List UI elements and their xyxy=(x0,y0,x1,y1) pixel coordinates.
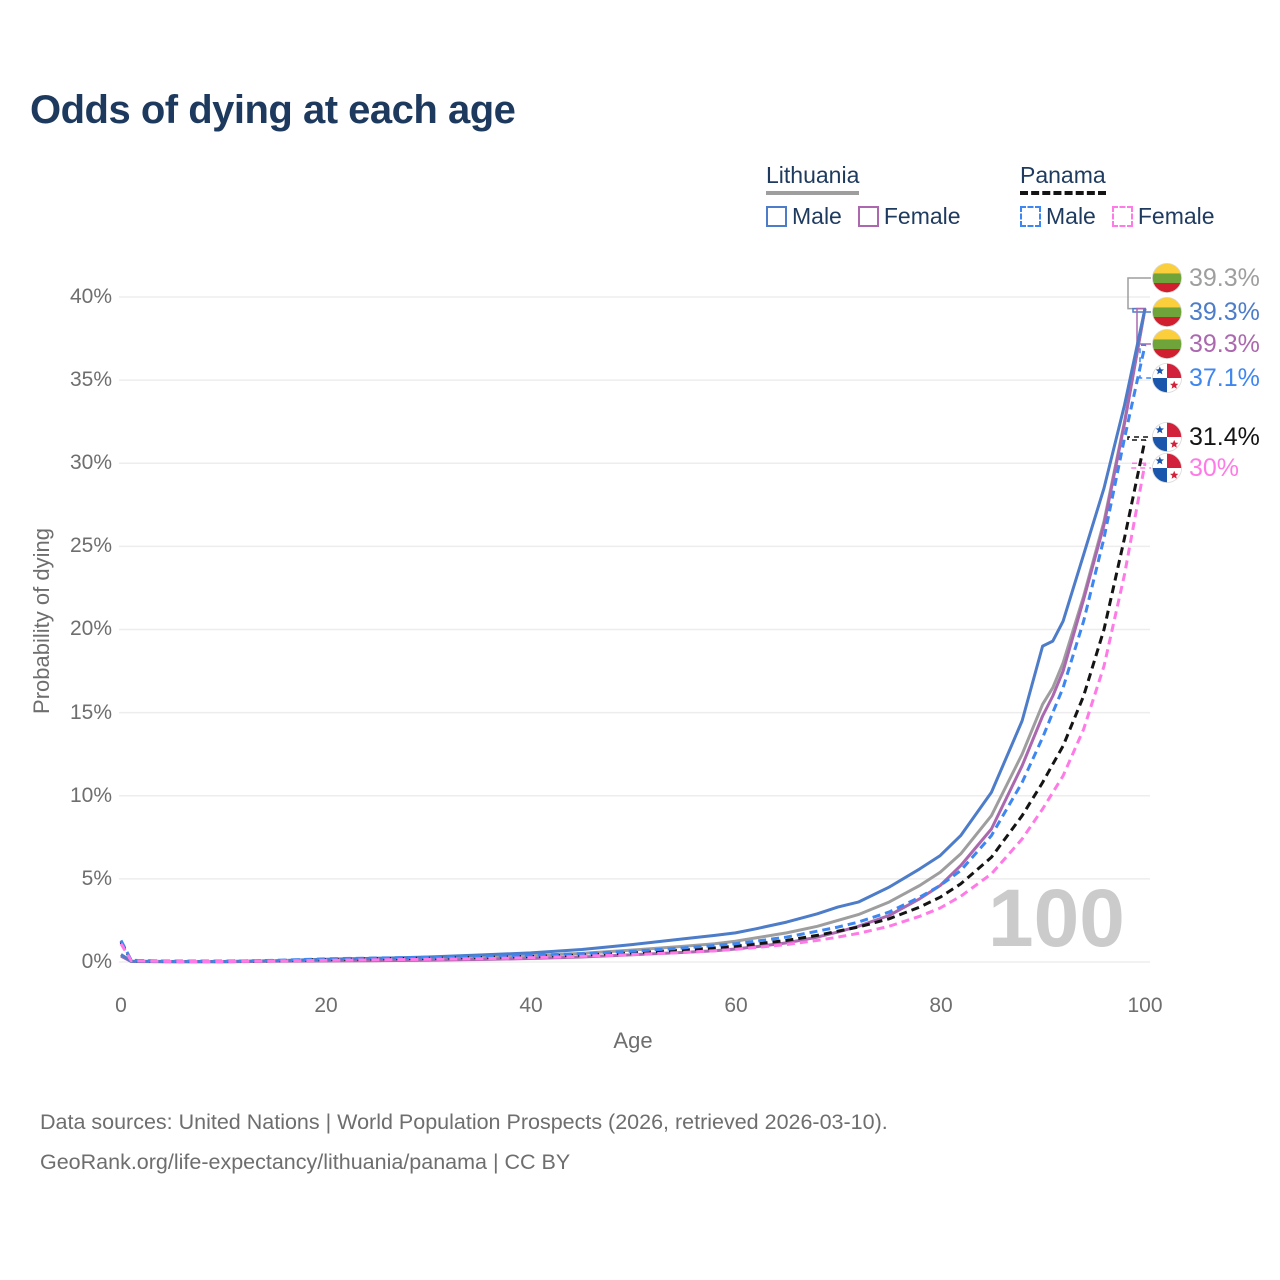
legend-item-panama-male[interactable]: Male xyxy=(1020,203,1096,230)
panama-flag-icon xyxy=(1151,452,1183,484)
lithuania-flag-icon xyxy=(1151,296,1183,328)
y-tick-20: 20% xyxy=(69,617,112,640)
panama-female-swatch xyxy=(1111,206,1133,227)
lithuania-flag-icon xyxy=(1151,262,1183,294)
lithuania-female-swatch xyxy=(857,206,879,227)
legend-item-panama-female[interactable]: Female xyxy=(1111,203,1215,230)
end-label-lithuania-total: 39.3% xyxy=(1151,262,1260,294)
panama-flag-icon xyxy=(1151,421,1183,453)
legend-group-lithuania: Lithuania Male Female xyxy=(766,162,961,230)
x-tick-40: 40 xyxy=(519,994,543,1017)
end-value: 39.3% xyxy=(1189,298,1260,326)
legend-country-panama[interactable]: Panama xyxy=(1020,162,1106,195)
legend-label: Female xyxy=(1137,203,1215,229)
end-label-panama-male: 37.1% xyxy=(1151,362,1260,394)
y-axis-title: Probability of dying xyxy=(29,528,54,714)
page-title: Odds of dying at each age xyxy=(30,88,516,132)
x-tick-0: 0 xyxy=(115,994,127,1017)
end-value: 37.1% xyxy=(1189,364,1260,392)
x-tick-100: 100 xyxy=(1127,994,1163,1017)
legend-label: Male xyxy=(1046,203,1096,229)
panama-male-swatch xyxy=(1020,206,1041,227)
legend-item-lithuania-male[interactable]: Male xyxy=(766,203,842,230)
y-tick-10: 10% xyxy=(69,784,112,807)
end-value: 31.4% xyxy=(1189,423,1260,451)
panama-flag-icon xyxy=(1151,362,1183,394)
y-tick-5: 5% xyxy=(81,867,112,890)
end-value: 30% xyxy=(1189,454,1240,482)
legend-label: Male xyxy=(792,203,842,229)
attribution-line: GeoRank.org/life-expectancy/lithuania/pa… xyxy=(40,1150,571,1174)
lithuania-male-swatch xyxy=(766,206,787,227)
y-tick-40: 40% xyxy=(69,285,112,308)
hover-age-watermark: 100 xyxy=(988,873,1125,964)
y-tick-15: 15% xyxy=(69,701,112,724)
legend-country-lithuania[interactable]: Lithuania xyxy=(766,162,860,195)
y-tick-25: 25% xyxy=(69,534,112,557)
end-value: 39.3% xyxy=(1189,330,1260,358)
legend-item-lithuania-female[interactable]: Female xyxy=(857,203,961,230)
x-tick-60: 60 xyxy=(724,994,748,1017)
end-value: 39.3% xyxy=(1189,264,1260,292)
legend-group-panama: Panama Male Female xyxy=(1020,162,1215,230)
end-label-panama-total: 31.4% xyxy=(1151,421,1260,453)
end-label-lithuania-female: 39.3% xyxy=(1151,328,1260,360)
end-label-panama-female: 30% xyxy=(1151,452,1240,484)
end-label-lithuania-male: 39.3% xyxy=(1151,296,1260,328)
x-tick-80: 80 xyxy=(929,994,953,1017)
y-tick-35: 35% xyxy=(69,368,112,391)
x-tick-20: 20 xyxy=(314,994,338,1017)
x-axis-title: Age xyxy=(613,1028,653,1053)
legend-label: Female xyxy=(883,203,961,229)
y-tick-30: 30% xyxy=(69,451,112,474)
y-tick-0: 0% xyxy=(81,950,112,973)
data-source-line: Data sources: United Nations | World Pop… xyxy=(40,1110,888,1134)
lithuania-flag-icon xyxy=(1151,328,1183,360)
